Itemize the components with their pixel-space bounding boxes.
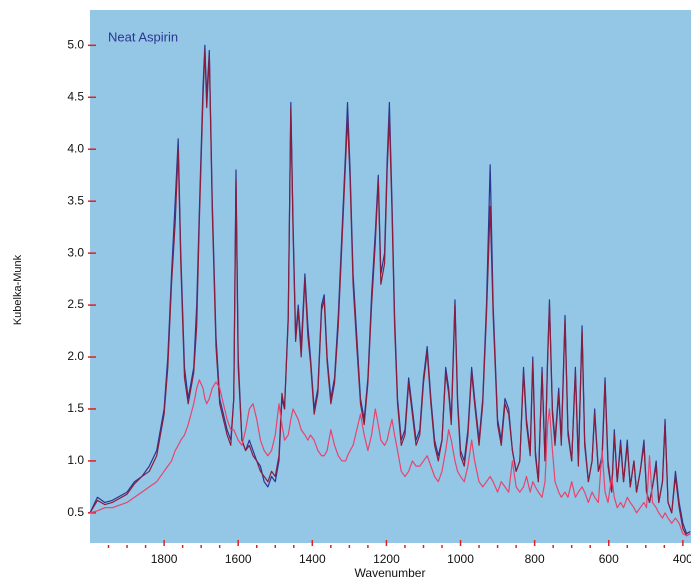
y-tick-label: 4.0 (67, 141, 84, 155)
x-tick-label: 800 (525, 552, 545, 566)
x-tick-label: 1800 (151, 552, 178, 566)
x-tick-label: 1000 (447, 552, 474, 566)
y-tick-label: 3.0 (67, 245, 84, 259)
chart-title: Neat Aspirin (108, 29, 178, 44)
y-tick-label: 1.0 (67, 453, 84, 467)
x-tick-label: 1600 (225, 552, 252, 566)
y-tick-label: 4.5 (67, 89, 84, 103)
y-tick-label: 3.5 (67, 193, 84, 207)
y-tick-label: 1.5 (67, 401, 84, 415)
x-tick-label: 1400 (299, 552, 326, 566)
spectrum-line (89, 49, 691, 537)
spectrum-line (89, 379, 691, 537)
x-tick-label: 1200 (373, 552, 400, 566)
y-tick-label: 5.0 (67, 37, 84, 51)
y-tick-label: 2.0 (67, 349, 84, 363)
y-tick-label: 2.5 (67, 297, 84, 311)
y-tick-label: 0.5 (67, 505, 84, 519)
x-axis-label: Wavenumber (355, 566, 426, 580)
y-axis-label: Kubelka-Munk (12, 254, 24, 325)
x-tick-label: 400 (673, 552, 691, 566)
x-tick-label: 600 (599, 552, 619, 566)
plot-area (90, 10, 691, 543)
